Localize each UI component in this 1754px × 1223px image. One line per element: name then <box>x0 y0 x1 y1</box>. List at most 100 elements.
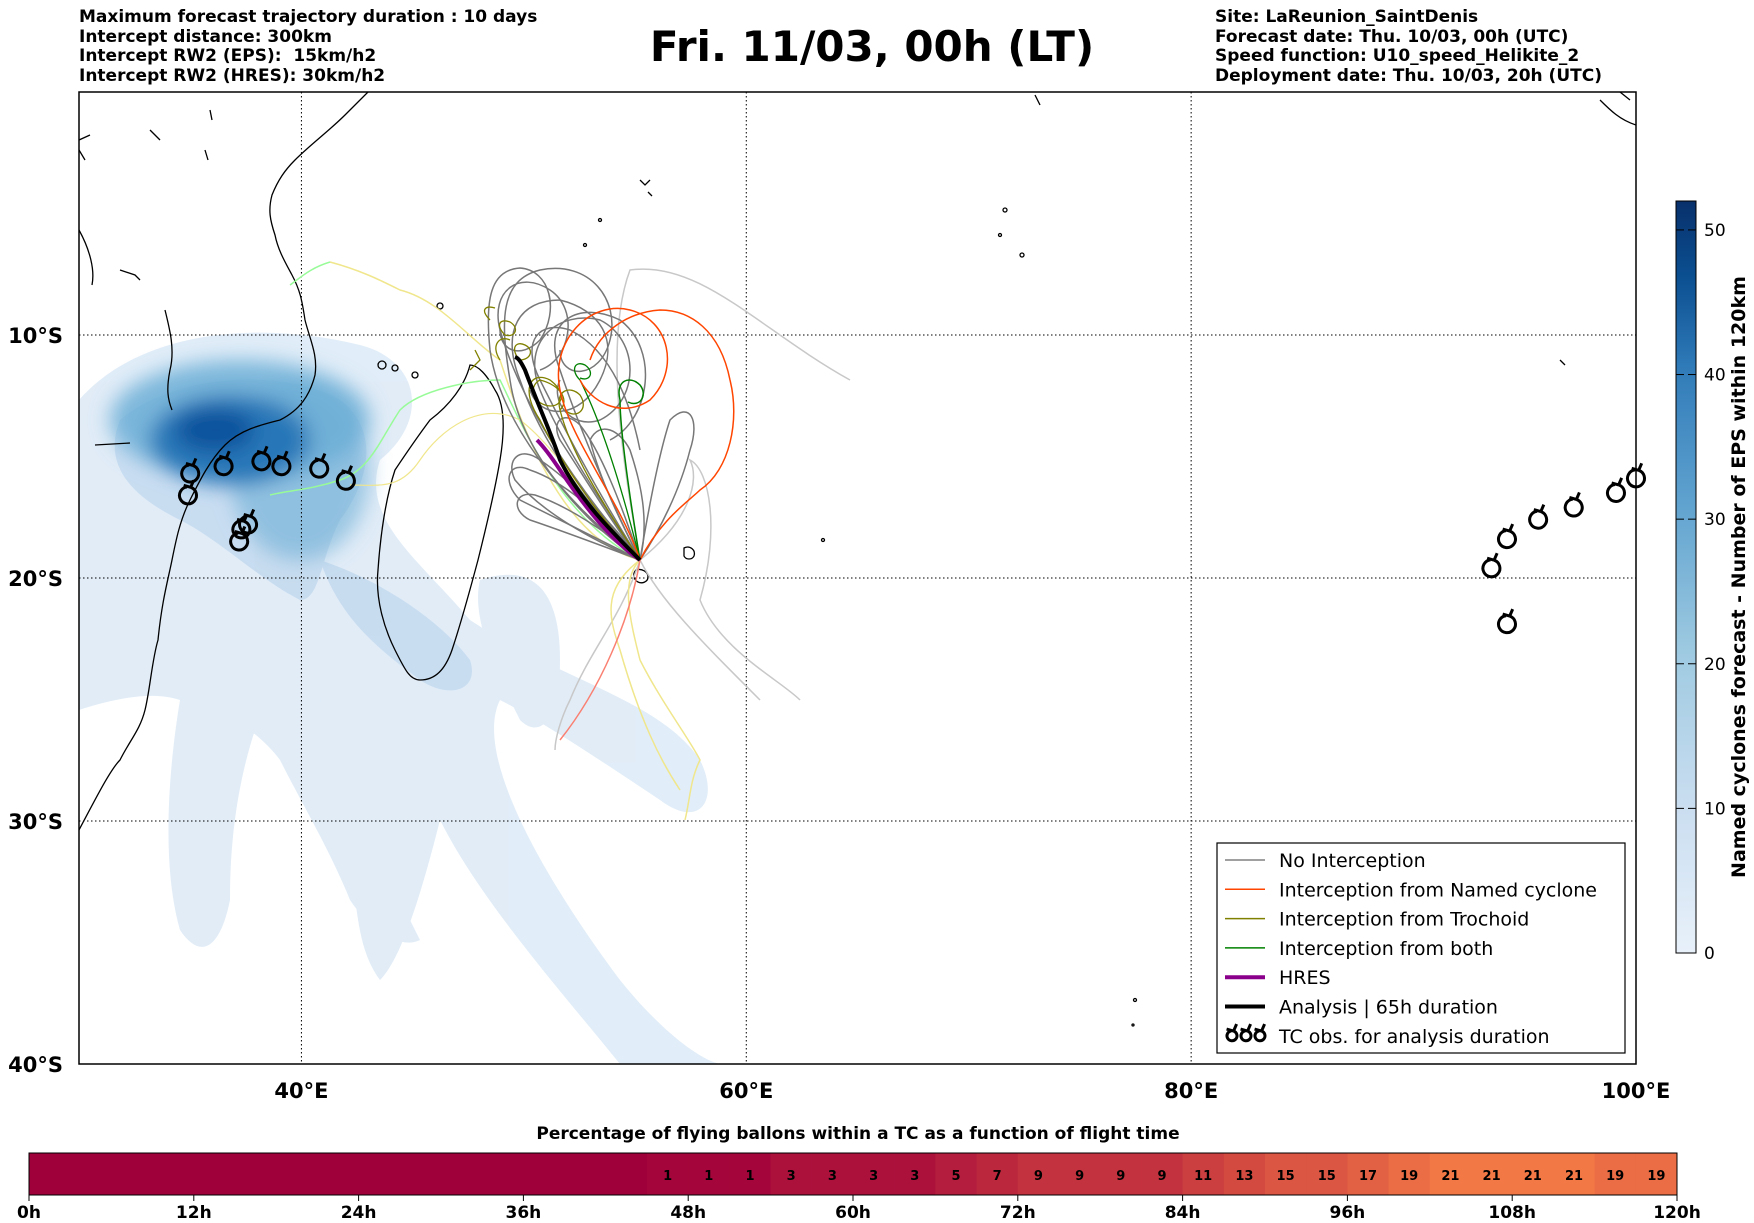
lon-tick-label: 40°E <box>274 1079 328 1103</box>
tc-obs-marker <box>1626 462 1646 489</box>
flight-time-cell-value: 9 <box>1075 1169 1084 1184</box>
flight-time-cell <box>935 1153 978 1195</box>
flight-time-cell <box>1471 1153 1513 1195</box>
flight-time-cell-value: 5 <box>951 1169 960 1184</box>
mauritius-coastline <box>683 546 696 560</box>
flight-time-cell-value: 1 <box>663 1169 672 1184</box>
lon-tick-label: 80°E <box>1164 1079 1218 1103</box>
lat-tick-label: 30°S <box>8 810 63 834</box>
flight-time-cell <box>399 1153 442 1195</box>
colorbar: 0 10 20 30 40 50 Named cyclones forecast - Num… <box>1675 200 1750 964</box>
flight-time-cell <box>564 1153 607 1195</box>
flight-time-bar-title: Percentage of flying ballons within a TC… <box>536 1124 1179 1144</box>
flight-time-cell <box>523 1153 566 1195</box>
flight-time-cell <box>358 1153 401 1195</box>
flight-time-cell <box>276 1153 318 1195</box>
tc-obs-marker <box>1481 552 1502 579</box>
hour-tick-label: 0h <box>17 1203 41 1223</box>
flight-time-cell <box>1059 1153 1101 1195</box>
flight-time-cell-value: 9 <box>1157 1169 1166 1184</box>
tc-obs-marker <box>1225 1023 1239 1043</box>
flight-time-cell-value: 21 <box>1441 1169 1459 1184</box>
flight-time-cell <box>70 1153 112 1195</box>
flight-time-cell-value: 1 <box>745 1169 754 1184</box>
hour-tick-label: 36h <box>506 1203 542 1223</box>
flight-time-cell-value: 21 <box>1524 1169 1542 1184</box>
flight-time-cell <box>688 1153 730 1195</box>
flight-time-cell <box>29 1153 71 1195</box>
legend-label: Interception from both <box>1279 938 1493 960</box>
flight-time-cell-value: 19 <box>1647 1169 1665 1184</box>
flight-time-cell <box>647 1153 689 1195</box>
hres-trajectory <box>535 438 642 562</box>
africa-coastline <box>79 92 369 831</box>
flight-time-cell <box>317 1153 360 1195</box>
legend: No Interception Interception from Named c… <box>1216 842 1626 1054</box>
tc-obs-marker <box>1239 1023 1253 1043</box>
legend-label: Interception from Named cyclone <box>1279 879 1597 901</box>
tc-obs-marker <box>213 450 234 477</box>
flight-time-cell-value: 3 <box>787 1169 796 1184</box>
legend-label: No Interception <box>1279 850 1426 872</box>
flight-time-cell <box>1553 1153 1596 1195</box>
flight-time-cell-value: 3 <box>910 1169 919 1184</box>
flight-time-cell <box>1594 1153 1637 1195</box>
header-right-line: Forecast date: Thu. 10/03, 00h (UTC) <box>1215 26 1569 47</box>
map-graticule <box>79 92 1636 1064</box>
flight-time-cell-value: 13 <box>1235 1169 1253 1184</box>
flight-time-cell <box>1141 1153 1184 1195</box>
coastlines <box>79 92 1636 1027</box>
tc-obs-marker <box>1253 1023 1267 1043</box>
colorbar-tick-label: 20 <box>1704 655 1726 675</box>
flight-time-cell-value: 7 <box>993 1169 1002 1184</box>
flight-time-cell <box>1388 1153 1431 1195</box>
tc-obs-marker <box>335 465 356 491</box>
flight-time-cell <box>1429 1153 1472 1195</box>
map-tick-labels: 40°E 60°E 80°E 100°E 10°S 20°S 30°S 40°S <box>8 324 1670 1103</box>
tc-obs-marker <box>1606 477 1626 503</box>
header-left-line: Intercept RW2 (EPS): 15km/h2 <box>79 46 377 66</box>
header-left-line: Intercept distance: 300km <box>79 26 332 47</box>
flight-time-cell-value: 15 <box>1277 1169 1295 1184</box>
hour-tick-label: 72h <box>1000 1203 1036 1223</box>
lat-tick-label: 10°S <box>8 324 63 348</box>
flight-time-cell <box>1512 1153 1554 1195</box>
tc-obs-marker <box>1497 608 1517 635</box>
colorbar-tick-label: 40 <box>1704 366 1726 386</box>
flight-time-cell-value: 19 <box>1400 1169 1418 1184</box>
flight-time-cell <box>152 1153 195 1195</box>
flight-time-cell <box>1182 1153 1225 1195</box>
flight-time-cell <box>729 1153 772 1195</box>
colorbar-tick-label: 30 <box>1704 510 1726 530</box>
lat-tick-label: 40°S <box>8 1053 63 1077</box>
flight-time-cell <box>235 1153 277 1195</box>
flight-time-cell-value: 9 <box>1034 1169 1043 1184</box>
flight-time-cell-value: 15 <box>1318 1169 1336 1184</box>
header-left: Maximum forecast trajectory duration : 1… <box>79 7 537 86</box>
flight-time-cell-value: 3 <box>828 1169 837 1184</box>
flight-time-cell <box>111 1153 154 1195</box>
legend-label: TC obs. for analysis duration <box>1278 1026 1550 1048</box>
ensemble-trajectories <box>269 261 851 821</box>
page-title: Fri. 11/03, 00h (LT) <box>649 22 1095 71</box>
map-frame <box>78 91 1637 1065</box>
hour-tick-label: 108h <box>1488 1203 1536 1223</box>
hour-tick-label: 84h <box>1165 1203 1201 1223</box>
header-right-line: Deployment date: Thu. 10/03, 20h (UTC) <box>1215 65 1602 86</box>
lat-tick-label: 20°S <box>8 567 63 591</box>
colorbar-tick-label: 10 <box>1704 799 1726 819</box>
tc-obs-marker <box>231 513 252 540</box>
legend-label: HRES <box>1279 967 1331 989</box>
flight-time-bar: Percentage of flying ballons within a TC… <box>17 1124 1701 1223</box>
cyclone-density-field <box>79 332 720 1064</box>
flight-time-cell <box>811 1153 854 1195</box>
header-right: Site: LaReunion_SaintDenis Forecast date… <box>1215 7 1602 86</box>
analysis-trajectory <box>514 355 642 562</box>
hour-tick-label: 24h <box>341 1203 377 1223</box>
flight-time-cell <box>976 1153 1019 1195</box>
header-right-line: Site: LaReunion_SaintDenis <box>1215 7 1479 27</box>
flight-time-cell-value: 21 <box>1483 1169 1501 1184</box>
lon-tick-label: 60°E <box>719 1079 773 1103</box>
hour-tick-label: 120h <box>1653 1203 1701 1223</box>
flight-time-cell <box>605 1153 648 1195</box>
